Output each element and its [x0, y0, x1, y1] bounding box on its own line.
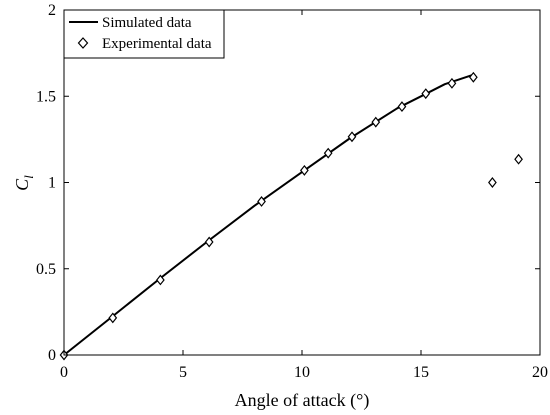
experimental-data-point: [300, 164, 309, 176]
experimental-data-point: [397, 101, 407, 113]
experimental-data-point: [468, 71, 478, 83]
experimental-data-point: [347, 131, 357, 143]
y-axis-label-main: C: [12, 178, 32, 191]
axis-ticks: 0 5 10 15 20 0 0.5 1 1.5 2: [36, 2, 548, 381]
legend-label-experimental: Experimental data: [102, 36, 212, 52]
experimental-data-point: [421, 88, 431, 100]
y-tick-label: 1: [48, 175, 56, 192]
x-tick-label: 5: [179, 364, 187, 381]
experimental-data-point: [323, 147, 333, 159]
experimental-data-point: [204, 236, 214, 248]
y-tick-label: 0: [48, 347, 56, 364]
y-tick-label: 2: [48, 2, 56, 19]
x-axis-label: Angle of attack (°): [235, 390, 370, 411]
x-tick-label: 10: [294, 364, 310, 381]
legend-label-simulated: Simulated data: [102, 15, 192, 31]
legend-box: [63, 9, 225, 59]
y-tick-label: 0.5: [36, 261, 56, 278]
experimental-data-point: [108, 312, 118, 324]
y-axis-label: Cl: [12, 175, 36, 191]
plot-marks: [59, 71, 523, 361]
experimental-data-point: [514, 153, 523, 165]
experimental-data-point: [371, 116, 381, 128]
experimental-data-point: [257, 196, 266, 207]
experimental-data-point: [488, 177, 497, 188]
experimental-data-point: [156, 274, 165, 286]
y-tick-label: 1.5: [36, 88, 56, 105]
x-tick-label: 20: [532, 364, 548, 381]
y-axis-label-subscript: l: [21, 175, 36, 179]
experimental-data-point: [447, 77, 457, 89]
legend-diamond-swatch: [77, 37, 89, 49]
x-tick-label: 0: [60, 364, 68, 381]
legend: Simulated data Experimental data: [63, 9, 225, 59]
x-tick-label: 15: [413, 364, 429, 381]
